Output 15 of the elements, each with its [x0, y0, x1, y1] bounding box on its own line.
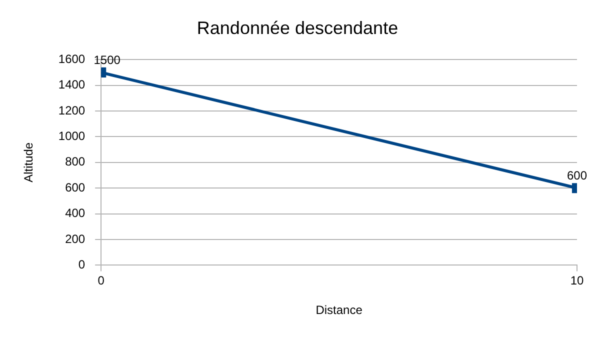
y-axis-title: Altitude — [22, 142, 36, 182]
data-label: 600 — [566, 168, 588, 182]
y-tick-label: 600 — [65, 180, 86, 194]
x-tick-label: 10 — [570, 274, 584, 288]
y-tick-label: 1400 — [58, 78, 86, 92]
y-tick-label: 1200 — [58, 103, 86, 118]
y-tick-label: 800 — [65, 154, 86, 169]
y-tick-label: 0 — [78, 258, 86, 272]
chart-title: Randonnée descendante — [196, 18, 398, 38]
data-label: 1500 — [94, 52, 121, 67]
y-tick-label: 200 — [65, 232, 86, 246]
y-tick-label: 1600 — [58, 52, 86, 66]
x-axis-title: Distance — [316, 303, 363, 318]
y-tick-label: 1000 — [58, 129, 86, 144]
y-tick-label: 400 — [65, 206, 86, 220]
